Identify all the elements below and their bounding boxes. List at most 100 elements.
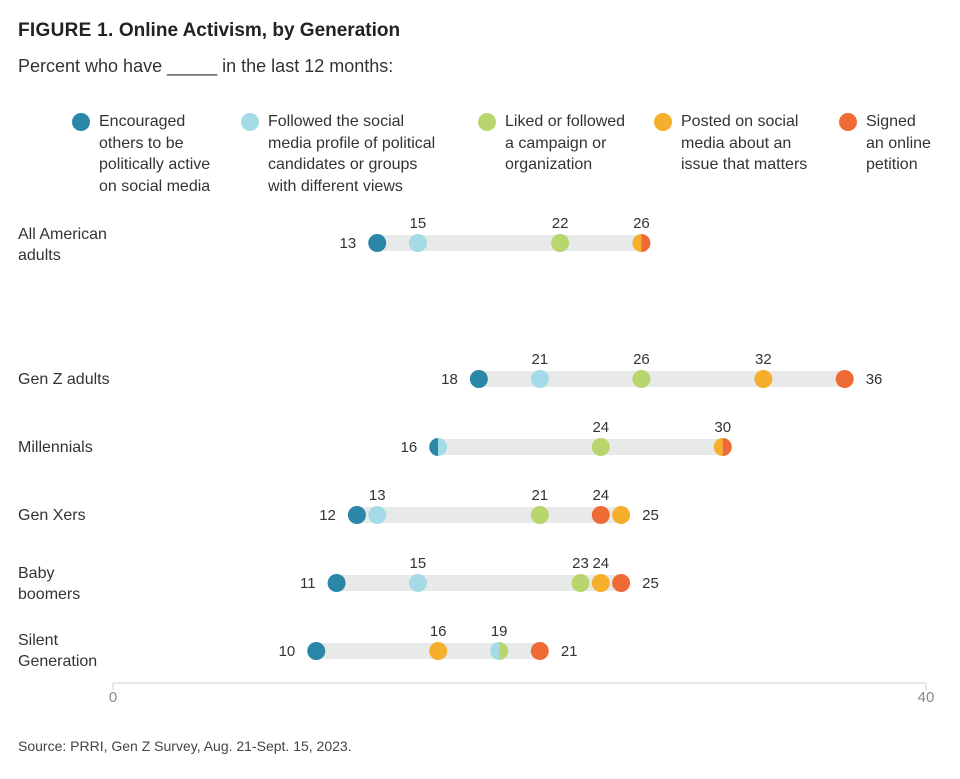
category-label: Gen Xers <box>18 505 86 526</box>
data-point <box>307 642 326 660</box>
data-label: 16 <box>430 623 447 640</box>
legend-item: Signed an online petition <box>839 111 931 176</box>
data-point <box>591 506 610 524</box>
legend-label-line: Followed the social <box>268 113 405 130</box>
legend-label: Encouraged others to be politically active… <box>99 111 210 197</box>
legend-label-line: Posted on social <box>681 113 799 130</box>
category-row: 18 21 26 32 36 <box>441 351 882 388</box>
data-point <box>591 574 610 592</box>
category-row: 13 15 22 26 <box>340 215 651 252</box>
data-label: 32 <box>755 351 772 368</box>
category-row: 12 13 21 25 24 <box>319 487 659 524</box>
data-label: 21 <box>561 643 578 660</box>
legend-label: Posted on social media about an issue that… <box>681 111 807 176</box>
range-bar <box>377 235 642 251</box>
legend-label-line: others to be <box>99 134 184 152</box>
category-label-line: Gen Xers <box>18 507 86 524</box>
category-label-line: Baby <box>18 565 55 582</box>
legend-label-line: media profile of political <box>268 134 436 152</box>
data-label: 11 <box>300 575 316 592</box>
data-label: 18 <box>441 371 458 388</box>
legend-swatch <box>839 113 857 131</box>
data-label: 30 <box>714 419 731 436</box>
title-text: Online Activism, by Generation <box>118 20 401 41</box>
category-label: Millennials <box>18 437 93 458</box>
range-bar <box>478 371 845 387</box>
legend-label-line: Liked or followed <box>505 113 626 130</box>
legend-label-line: petition <box>866 156 918 173</box>
legend-item: Posted on social media about an issue that… <box>654 111 807 176</box>
legend-label-line: an online <box>866 134 931 152</box>
data-point <box>835 370 854 388</box>
legend-swatch <box>72 113 90 131</box>
category-label: Gen Z adults <box>18 369 110 390</box>
data-point <box>722 438 732 456</box>
x-tick-label: 0 <box>109 689 117 706</box>
data-point <box>438 438 448 456</box>
legend-label-line: with different views <box>268 177 403 195</box>
data-label: 15 <box>410 555 427 572</box>
legend-swatch <box>241 113 259 131</box>
data-label: 15 <box>410 215 427 232</box>
legend-label: Liked or followed a campaign or organizati… <box>505 111 625 176</box>
data-point <box>368 234 387 252</box>
data-label: 21 <box>531 487 548 504</box>
data-label: 36 <box>866 371 883 388</box>
category-label: Silent Generation <box>18 630 97 672</box>
legend-label: Followed the social media profile of poli… <box>268 111 435 197</box>
data-point <box>551 234 570 252</box>
data-point <box>530 370 549 388</box>
data-point <box>632 234 642 252</box>
data-point <box>327 574 346 592</box>
data-label: 25 <box>642 507 659 524</box>
category-label-line: adults <box>18 247 61 264</box>
data-point <box>530 506 549 524</box>
legend-swatch <box>478 113 496 131</box>
legend-label-line: Encouraged <box>99 113 186 130</box>
legend-label-line: a campaign or <box>505 134 607 152</box>
data-label: 24 <box>592 487 609 504</box>
chart-title: FIGURE 1. Online Activism, by Generation <box>18 20 400 42</box>
data-point <box>368 506 387 524</box>
legend-label-line: issue that matters <box>681 156 808 173</box>
data-point <box>490 642 500 660</box>
category-label-line: Silent <box>18 632 59 649</box>
legend-label-line: media about an <box>681 134 792 152</box>
data-point <box>612 574 631 592</box>
legend-label-line: organization <box>505 156 593 173</box>
data-point <box>499 642 509 660</box>
category-label: All American adults <box>18 224 107 266</box>
range-bar <box>438 439 723 455</box>
data-point <box>571 574 590 592</box>
data-label: 26 <box>633 215 650 232</box>
data-point <box>429 438 439 456</box>
category-label: Baby boomers <box>18 563 80 605</box>
category-label-line: Millennials <box>18 439 93 456</box>
legend-label-line: on social media <box>99 177 211 195</box>
data-point <box>408 574 427 592</box>
data-label: 23 <box>572 555 589 572</box>
data-point <box>754 370 773 388</box>
data-label: 12 <box>319 507 336 524</box>
legend-item: Liked or followed a campaign or organizati… <box>478 111 625 176</box>
legend-label: Signed an online petition <box>866 111 931 176</box>
data-point <box>612 506 631 524</box>
data-label: 10 <box>279 643 296 660</box>
legend-label-line: politically active <box>99 156 211 173</box>
data-label: 16 <box>401 439 418 456</box>
data-label: 26 <box>633 351 650 368</box>
legend-label-line: candidates or groups <box>268 156 418 173</box>
data-label: 24 <box>592 555 609 572</box>
data-point <box>408 234 427 252</box>
data-label: 13 <box>369 487 386 504</box>
legend-item: Encouraged others to be politically active… <box>72 111 210 197</box>
category-label-line: boomers <box>18 586 81 603</box>
x-tick-label: 40 <box>918 689 935 706</box>
data-point <box>469 370 488 388</box>
figure-label: FIGURE 1. <box>18 20 114 41</box>
data-point <box>530 642 549 660</box>
data-point <box>641 234 651 252</box>
source-note: Source: PRRI, Gen Z Survey, Aug. 21-Sept… <box>18 738 352 754</box>
data-point <box>632 370 651 388</box>
chart-subtitle: Percent who have _____ in the last 12 mo… <box>18 56 394 76</box>
